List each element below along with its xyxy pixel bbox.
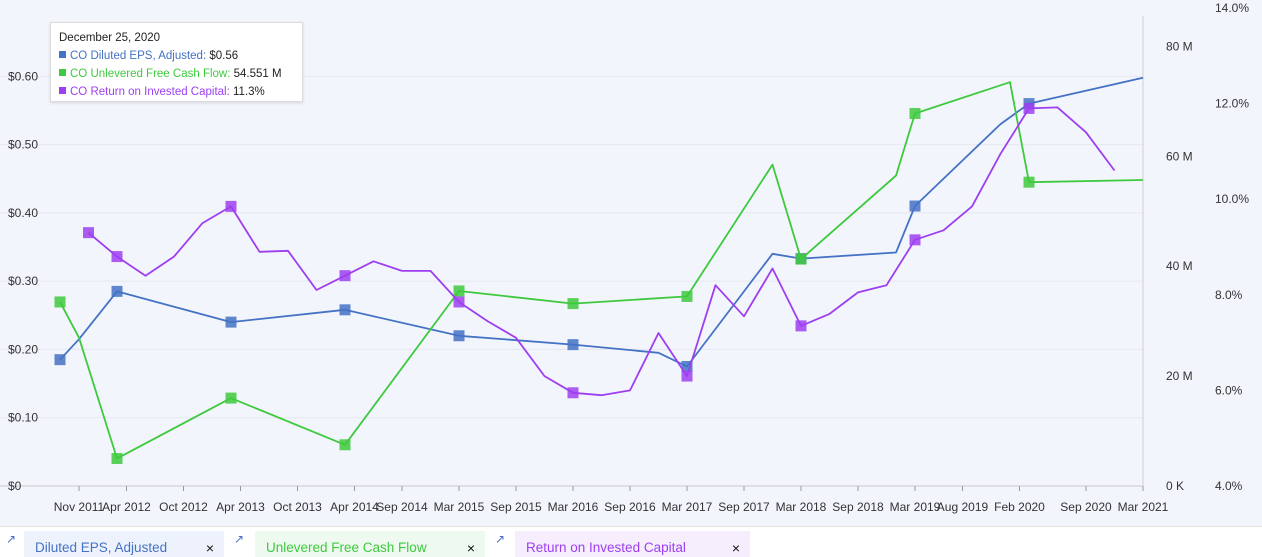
x-tick-label: Mar 2016 [548,500,599,514]
y-right2-tick-label: 10.0% [1215,192,1249,206]
y-right2-tick-label: 12.0% [1215,97,1249,111]
x-tick-label: Mar 2015 [434,500,485,514]
y-right-tick-label: 20 M [1166,369,1193,383]
tooltip-label: CO Unlevered Free Cash Flow [70,68,228,80]
y-left-tick-label: $0.30 [8,274,38,288]
data-point-marker [567,339,579,351]
y-right-tick-label: 0 K [1166,479,1184,493]
x-tick-label: Oct 2012 [159,500,208,514]
y-left-tick-label: $0.40 [8,206,38,220]
x-tick-label: Oct 2013 [273,500,322,514]
chip-unlevered-fcf[interactable]: Unlevered Free Cash Flow × [255,531,485,557]
x-tick-label: Sep 2016 [604,500,656,514]
tooltip-date: December 25, 2020 [59,32,161,44]
data-point-marker [453,285,465,297]
x-tick-label: Sep 2018 [832,500,884,514]
fcf-color-swatch [59,69,66,76]
data-point-marker [225,316,237,328]
y-right2-tick-label: 8.0% [1215,288,1243,302]
data-point-marker [111,251,123,263]
trend-icon[interactable]: ↗ [233,532,245,546]
tooltip-label: CO Diluted EPS, Adjusted [70,50,203,62]
chip-label: Unlevered Free Cash Flow [266,540,427,555]
series-line [59,81,1144,460]
trend-icon[interactable]: ↗ [5,532,17,546]
chip-label: Return on Invested Capital [526,540,686,555]
data-point-marker [339,439,351,451]
close-icon[interactable]: × [731,540,740,556]
x-tick-label: Apr 2014 [330,500,379,514]
data-point-marker [54,354,66,366]
eps-color-swatch [59,51,66,58]
tooltip-row-eps: CO Diluted EPS, Adjusted: $0.56 [59,47,294,65]
trend-icon[interactable]: ↗ [494,532,506,546]
data-point-marker [567,298,579,310]
chip-label: Diluted EPS, Adjusted [35,540,168,555]
series-chip-bar: ↗ Diluted EPS, Adjusted × ↗ Unlevered Fr… [0,526,1262,557]
data-point-marker [909,200,921,212]
y-right-tick-label: 40 M [1166,259,1193,273]
y-left-tick-label: $0 [8,479,22,493]
data-point-marker [111,285,123,297]
series-line [59,76,1144,368]
x-tick-label: Apr 2012 [102,500,151,514]
data-point-marker [225,200,237,212]
x-tick-label: Sep 2014 [376,500,428,514]
data-point-marker [339,270,351,282]
chart: $0 $0.10 $0.20 $0.30 $0.40 $0.50 $0.60 0 K 20 M 4… [0,1,1249,514]
y-left-tick-label: $0.10 [8,411,38,425]
x-tick-label: Sep 2015 [490,500,542,514]
close-icon[interactable]: × [466,540,475,556]
x-tick-label: Mar 2017 [662,500,713,514]
data-point-marker [909,234,921,246]
x-tick-label: Sep 2020 [1060,500,1112,514]
y-left-tick-label: $0.60 [8,69,38,83]
x-tick-label: Nov 2011 [54,500,105,514]
data-point-marker [83,227,94,239]
tooltip-value: 54.551 M [233,68,282,80]
x-tick-label: Aug 2019 [937,500,989,514]
data-point-marker [453,330,465,342]
roic-color-swatch [59,87,66,94]
data-point-marker [681,290,693,302]
close-icon[interactable]: × [205,540,214,556]
chip-roic[interactable]: Return on Invested Capital × [515,531,750,557]
x-tick-label: Sep 2017 [718,500,770,514]
tooltip-label: CO Return on Invested Capital [70,86,227,98]
chart-tooltip: December 25, 2020 CO Diluted EPS, Adjust… [50,22,303,102]
y-left-tick-label: $0.20 [8,342,38,356]
data-point-marker [453,296,465,308]
y-left-tick-label: $0.50 [8,138,38,152]
tooltip-value: 11.3% [233,86,265,98]
data-point-marker [795,320,807,332]
data-point-marker [339,304,351,316]
data-point-marker [909,107,921,119]
x-tick-label: Mar 2018 [776,500,827,514]
x-tick-label: Feb 2020 [994,500,1045,514]
chip-diluted-eps[interactable]: Diluted EPS, Adjusted × [24,531,224,557]
x-tick-label: Apr 2013 [216,500,265,514]
series-line [87,106,1116,397]
tooltip-row-fcf: CO Unlevered Free Cash Flow: 54.551 M [59,65,294,83]
tooltip-row-roic: CO Return on Invested Capital: 11.3% [59,83,294,101]
x-tick-label: Mar 2021 [1118,500,1169,514]
data-point-marker [795,253,807,265]
y-right2-tick-label: 6.0% [1215,383,1243,397]
y-right-tick-label: 60 M [1166,149,1193,163]
data-point-marker [681,370,693,382]
data-point-marker [225,392,237,404]
data-point-marker [54,296,66,308]
x-tick-label: Mar 2019 [890,500,941,514]
data-point-marker [1023,102,1035,114]
y-right-tick-label: 80 M [1166,39,1193,53]
tooltip-value: $0.56 [209,50,239,62]
data-point-marker [111,453,123,465]
data-point-marker [1023,176,1035,188]
data-point-marker [681,361,693,372]
y-right2-tick-label: 4.0% [1215,479,1243,493]
data-point-marker [567,387,579,399]
y-right2-tick-label: 14.0% [1215,1,1249,15]
